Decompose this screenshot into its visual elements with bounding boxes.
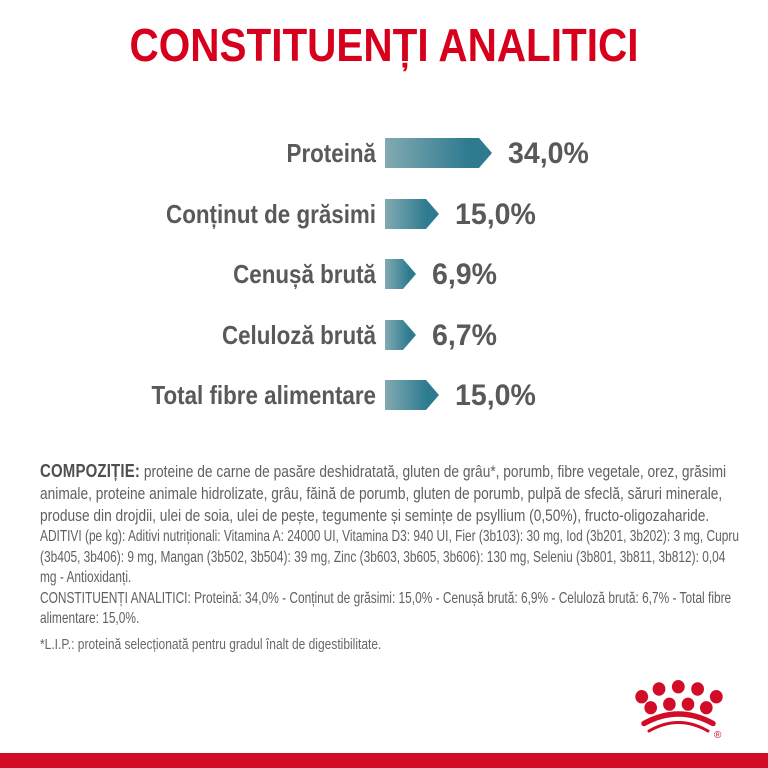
composition-body: proteine de carne de pasăre deshidratată… [40,463,727,525]
bar-value: 6,9% [432,258,497,291]
bar-label: Celuloză brută [221,320,376,350]
bar-label: Cenușă brută [233,259,376,289]
bar [385,320,416,350]
bar [385,199,439,229]
bar-value: 15,0% [455,379,536,412]
additives-paragraph: ADITIVI (pe kg): Aditivi nutriționali: V… [40,528,739,587]
bar-value: 34,0% [508,137,589,170]
footnote: *L.I.P.: proteină selecționată pentru gr… [40,636,382,653]
analytical-constituents-paragraph: CONSTITUENȚI ANALITICI: Proteină: 34,0% … [40,589,732,628]
composition-heading: COMPOZIȚIE: [40,461,141,481]
bar [385,259,416,289]
composition-paragraph: COMPOZIȚIE: proteine de carne de pasăre … [40,460,741,527]
bar-label: Proteină [286,138,376,168]
bar-label: Conținut de grăsimi [166,199,376,229]
bar [385,138,492,168]
fineprint-block: ADITIVI (pe kg): Aditivi nutriționali: V… [40,527,741,630]
bar-value: 15,0% [455,198,536,231]
page-title: CONSTITUENȚI ANALITICI [129,19,639,71]
bar [385,380,439,410]
royal-canin-crown-logo: ® [635,680,723,741]
registered-trademark-icon: ® [714,730,722,741]
analytical-constituents-chart: Proteină 34,0% Conținut de grăsimi 15,0% Cen… [151,137,589,412]
bar-value: 6,7% [432,319,497,352]
brand-red-bottom-bar [0,753,768,768]
bar-label: Total fibre alimentare [151,380,376,410]
